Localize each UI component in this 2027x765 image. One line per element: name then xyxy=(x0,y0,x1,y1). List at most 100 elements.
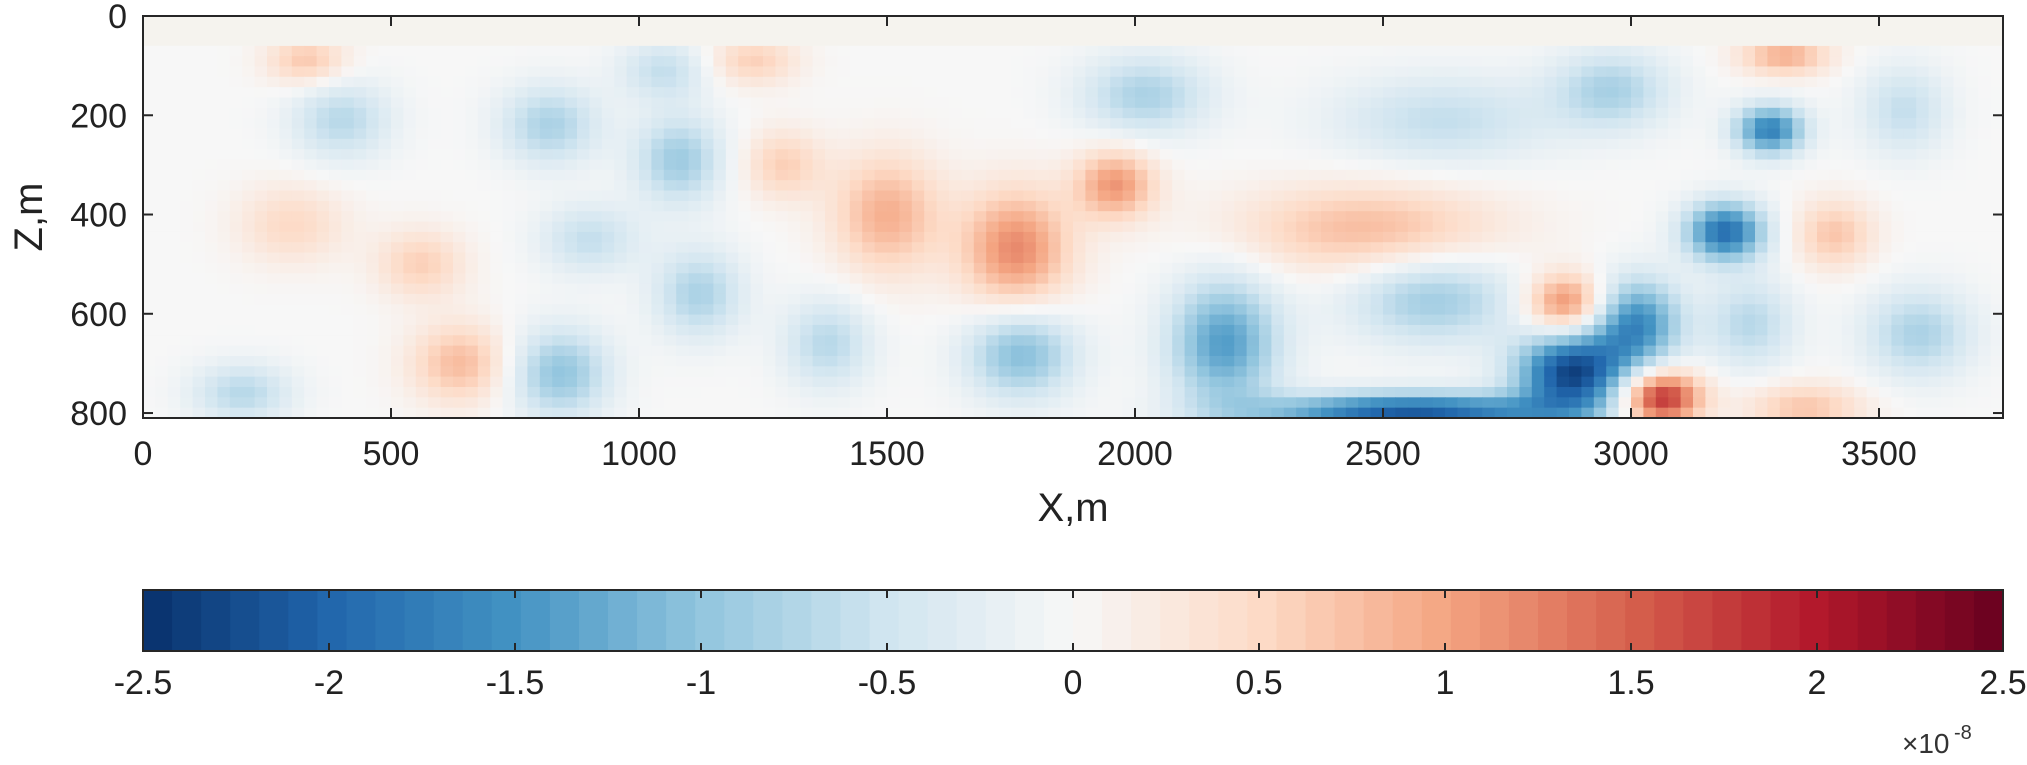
heatmap-cell xyxy=(1730,169,1744,181)
heatmap-cell xyxy=(304,66,318,78)
heatmap-cell xyxy=(316,314,330,326)
heatmap-cell xyxy=(1457,221,1471,233)
heatmap-cell xyxy=(1593,200,1607,212)
heatmap-cell xyxy=(552,190,566,202)
heatmap-cell xyxy=(1618,376,1632,388)
heatmap-cell xyxy=(415,211,429,223)
heatmap-cell xyxy=(1742,211,1756,223)
heatmap-cell xyxy=(527,149,541,161)
heatmap-cell xyxy=(279,211,293,223)
heatmap-cell xyxy=(453,376,466,388)
heatmap-cell xyxy=(626,355,640,367)
heatmap-cell xyxy=(1432,211,1446,223)
heatmap-cell xyxy=(1159,149,1173,161)
heatmap-cell xyxy=(1990,355,2003,367)
heatmap-cell xyxy=(626,376,640,388)
heatmap-cell xyxy=(701,211,714,223)
heatmap-cell xyxy=(837,190,851,202)
heatmap-cell xyxy=(1903,293,1917,305)
heatmap-cell xyxy=(1928,242,1942,254)
heatmap-cell xyxy=(1073,56,1086,68)
heatmap-cell xyxy=(1655,190,1669,202)
heatmap-cell xyxy=(155,138,169,150)
heatmap-cell xyxy=(1866,138,1880,150)
heatmap-cell xyxy=(1755,314,1768,326)
heatmap-cell xyxy=(651,314,665,326)
heatmap-cell xyxy=(961,231,975,243)
heatmap-cell xyxy=(1544,190,1558,202)
heatmap-cell xyxy=(837,221,851,233)
heatmap-cell xyxy=(1792,221,1806,233)
heatmap-cell xyxy=(1804,76,1818,88)
heatmap-cell xyxy=(391,293,404,305)
heatmap-cell xyxy=(1308,200,1322,212)
heatmap-cell xyxy=(527,190,541,202)
heatmap-cell xyxy=(1246,242,1260,254)
heatmap-cell xyxy=(1358,293,1372,305)
heatmap-cell xyxy=(1531,56,1545,68)
heatmap-cell xyxy=(1817,87,1830,99)
heatmap-cell xyxy=(1159,366,1173,378)
heatmap-cell xyxy=(1767,45,1781,57)
heatmap-cell xyxy=(639,190,652,202)
heatmap-cell xyxy=(1035,118,1049,130)
heatmap-cell xyxy=(1321,335,1334,347)
heatmap-cell xyxy=(849,252,863,264)
heatmap-cell xyxy=(738,56,752,68)
heatmap-cell xyxy=(961,66,975,78)
heatmap-cell xyxy=(1395,128,1409,140)
heatmap-cell xyxy=(849,107,863,119)
heatmap-cell xyxy=(787,231,801,243)
heatmap-cell xyxy=(1631,242,1644,254)
heatmap-cell xyxy=(589,231,603,243)
heatmap-cell xyxy=(465,262,479,274)
heatmap-cell xyxy=(1420,118,1434,130)
heatmap-cell xyxy=(143,335,156,347)
heatmap-cell xyxy=(1767,355,1781,367)
heatmap-cell xyxy=(626,97,640,109)
heatmap-cell xyxy=(465,314,479,326)
heatmap-cell xyxy=(502,376,516,388)
heatmap-cell xyxy=(1445,169,1458,181)
heatmap-cell xyxy=(180,66,194,78)
heatmap-cell xyxy=(1494,221,1508,233)
heatmap-cell xyxy=(1457,355,1471,367)
heatmap-cell xyxy=(973,149,987,161)
heatmap-cell xyxy=(564,386,578,398)
heatmap-cell xyxy=(1606,56,1620,68)
heatmap-cell xyxy=(651,376,665,388)
heatmap-cell xyxy=(1259,293,1272,305)
heatmap-cell xyxy=(1321,66,1334,78)
heatmap-cell xyxy=(961,262,975,274)
heatmap-cell xyxy=(229,107,243,119)
heatmap-cell xyxy=(1097,169,1111,181)
heatmap-cell xyxy=(663,76,677,88)
heatmap-cell xyxy=(577,56,590,68)
heatmap-cell xyxy=(911,355,925,367)
heatmap-cell xyxy=(465,231,479,243)
heatmap-cell xyxy=(1531,138,1545,150)
heatmap-cell xyxy=(415,56,429,68)
heatmap-cell xyxy=(316,76,330,88)
heatmap-cell xyxy=(1978,283,1992,295)
heatmap-cell xyxy=(1122,107,1136,119)
heatmap-cell xyxy=(1717,283,1731,295)
heatmap-cell xyxy=(1234,66,1248,78)
heatmap-cell xyxy=(291,211,305,223)
heatmap-cell xyxy=(1122,252,1136,264)
heatmap-cell xyxy=(155,324,169,336)
heatmap-cell xyxy=(1259,314,1272,326)
heatmap-cell xyxy=(1271,107,1285,119)
heatmap-cell xyxy=(887,273,900,285)
heatmap-cell xyxy=(874,242,888,254)
heatmap-cell xyxy=(1358,376,1372,388)
heatmap-cell xyxy=(1854,76,1868,88)
heatmap-cell xyxy=(143,231,156,243)
heatmap-cell xyxy=(924,45,938,57)
heatmap-cell xyxy=(1990,180,2003,192)
heatmap-cell xyxy=(1221,252,1235,264)
heatmap-cell xyxy=(304,242,318,254)
heatmap-cell xyxy=(1035,304,1049,316)
heatmap-cell xyxy=(527,252,541,264)
heatmap-cell xyxy=(1097,335,1111,347)
